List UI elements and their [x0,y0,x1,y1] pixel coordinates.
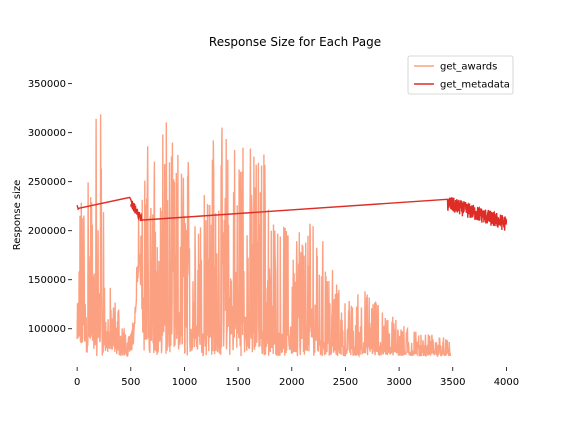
x-tick-label: 3000 [386,377,411,388]
x-tick-label: 3500 [440,377,465,388]
y-tick-label: 150000 [28,275,66,286]
legend-label-get-metadata: get_metadata [440,80,510,91]
x-axis-ticks: 0 500 1000 1500 2000 2500 3000 3500 4000 [74,367,519,388]
x-tick-label: 500 [121,377,140,388]
y-tick-label: 350000 [28,79,66,90]
x-tick-label: 4000 [494,377,519,388]
series-line-get-awards [76,114,452,358]
y-axis-ticks: 100000 150000 200000 250000 300000 350000 [28,79,72,335]
x-tick-label: 1000 [172,377,197,388]
y-tick-label: 250000 [28,177,66,188]
x-tick-label: 1500 [225,377,250,388]
x-tick-label: 0 [74,377,80,388]
y-tick-label: 300000 [28,128,66,139]
y-tick-label: 200000 [28,226,66,237]
legend-box [407,55,514,95]
chart-title: Response Size for Each Page [209,35,381,49]
x-tick-label: 2500 [333,377,358,388]
series-line-get-metadata-late-block [446,196,508,231]
legend: get_awards get_metadata [407,55,514,95]
plot-area [76,114,508,358]
x-tick-label: 2000 [279,377,304,388]
legend-label-get-awards: get_awards [440,62,497,73]
y-tick-label: 100000 [28,324,66,335]
series-line-get-metadata-early-block [130,200,143,222]
y-axis-label: Response size [12,180,23,251]
